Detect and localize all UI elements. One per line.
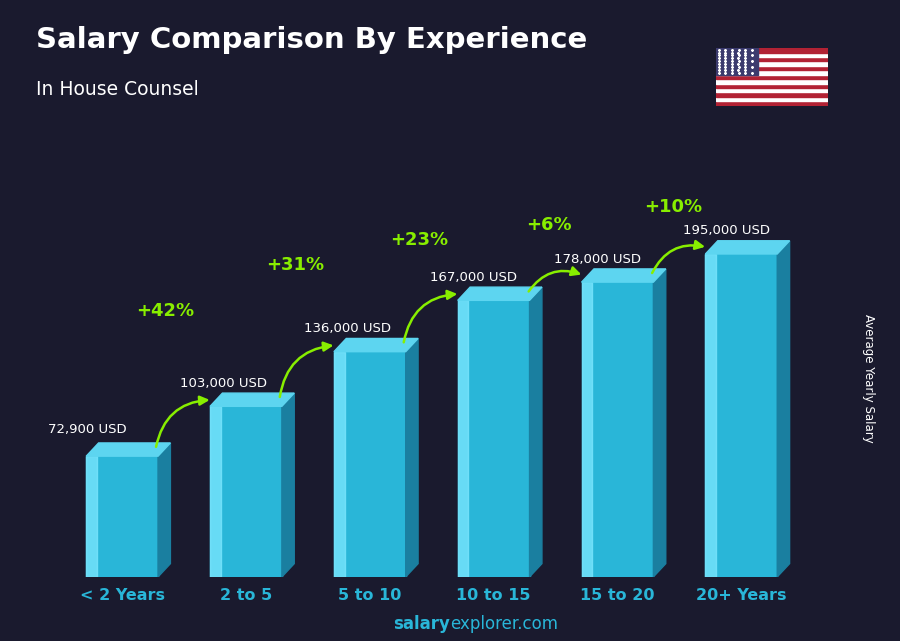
Polygon shape <box>706 241 789 254</box>
Bar <box>86 456 158 577</box>
Text: +31%: +31% <box>266 256 325 274</box>
Bar <box>716 83 828 88</box>
Text: 195,000 USD: 195,000 USD <box>683 224 770 237</box>
Polygon shape <box>158 443 170 577</box>
Polygon shape <box>653 269 666 577</box>
Polygon shape <box>529 287 542 577</box>
Polygon shape <box>406 338 419 577</box>
Polygon shape <box>778 241 789 577</box>
Bar <box>716 53 828 57</box>
Text: +10%: +10% <box>644 198 702 216</box>
Text: +6%: +6% <box>526 216 572 234</box>
Bar <box>716 71 828 75</box>
Bar <box>458 301 469 577</box>
Bar <box>210 406 282 577</box>
Bar <box>716 101 828 106</box>
Bar <box>706 254 778 577</box>
Text: 178,000 USD: 178,000 USD <box>554 253 641 265</box>
Polygon shape <box>210 393 294 406</box>
Text: 167,000 USD: 167,000 USD <box>430 271 518 284</box>
Bar <box>334 352 345 577</box>
Text: +23%: +23% <box>391 231 448 249</box>
Bar <box>716 92 828 97</box>
Bar <box>716 88 828 92</box>
Text: 103,000 USD: 103,000 USD <box>180 377 267 390</box>
Bar <box>86 456 97 577</box>
Text: Average Yearly Salary: Average Yearly Salary <box>862 314 875 442</box>
Polygon shape <box>86 443 170 456</box>
Bar <box>716 97 828 101</box>
Text: +42%: +42% <box>137 303 194 320</box>
Bar <box>334 352 406 577</box>
Text: 136,000 USD: 136,000 USD <box>304 322 391 335</box>
Bar <box>716 48 828 53</box>
Bar <box>458 301 529 577</box>
Bar <box>716 62 828 66</box>
Bar <box>716 48 758 75</box>
Bar <box>716 79 828 83</box>
Bar <box>581 282 592 577</box>
Text: explorer.com: explorer.com <box>450 615 558 633</box>
Polygon shape <box>458 287 542 301</box>
Bar <box>716 66 828 71</box>
Text: 72,900 USD: 72,900 USD <box>48 423 127 437</box>
Text: In House Counsel: In House Counsel <box>36 80 199 99</box>
Text: salary: salary <box>393 615 450 633</box>
Bar <box>716 57 828 62</box>
Bar <box>716 75 828 79</box>
Polygon shape <box>282 393 294 577</box>
Text: Salary Comparison By Experience: Salary Comparison By Experience <box>36 26 587 54</box>
Bar <box>706 254 716 577</box>
Polygon shape <box>334 338 418 352</box>
Bar <box>581 282 653 577</box>
Polygon shape <box>581 269 666 282</box>
Bar <box>210 406 220 577</box>
